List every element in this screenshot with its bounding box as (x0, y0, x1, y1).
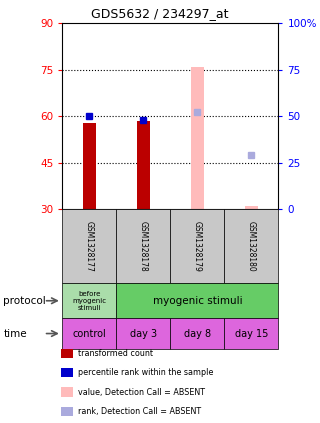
Text: protocol: protocol (3, 296, 46, 306)
Text: before
myogenic
stimuli: before myogenic stimuli (72, 291, 107, 311)
Bar (137, 121, 150, 209)
Text: time: time (3, 329, 27, 338)
Text: day 8: day 8 (184, 329, 211, 338)
Text: myogenic stimuli: myogenic stimuli (153, 296, 242, 306)
Text: transformed count: transformed count (78, 349, 153, 358)
Bar (83, 123, 96, 209)
Text: GSM1328179: GSM1328179 (193, 221, 202, 272)
Text: GDS5632 / 234297_at: GDS5632 / 234297_at (91, 7, 229, 20)
Bar (245, 206, 258, 209)
Text: rank, Detection Call = ABSENT: rank, Detection Call = ABSENT (78, 407, 201, 416)
Text: control: control (73, 329, 106, 338)
Text: percentile rank within the sample: percentile rank within the sample (78, 368, 213, 377)
Text: day 3: day 3 (130, 329, 157, 338)
Text: day 15: day 15 (235, 329, 268, 338)
Bar (191, 67, 204, 209)
Text: GSM1328180: GSM1328180 (247, 221, 256, 272)
Text: GSM1328178: GSM1328178 (139, 221, 148, 272)
Text: GSM1328177: GSM1328177 (85, 221, 94, 272)
Text: value, Detection Call = ABSENT: value, Detection Call = ABSENT (78, 387, 205, 397)
